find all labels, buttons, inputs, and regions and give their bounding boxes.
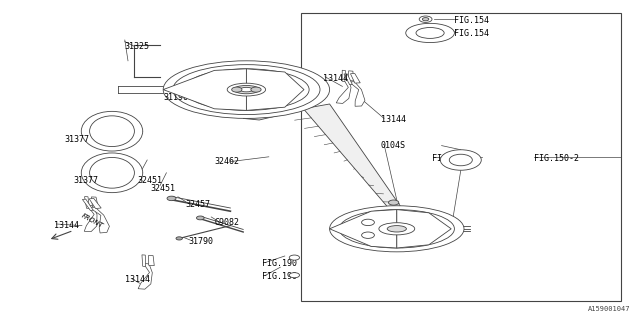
- Ellipse shape: [194, 72, 299, 107]
- Ellipse shape: [440, 150, 481, 170]
- Text: 31325: 31325: [125, 42, 150, 51]
- Ellipse shape: [351, 213, 443, 244]
- Ellipse shape: [449, 154, 472, 166]
- Text: 32451: 32451: [150, 184, 175, 193]
- Polygon shape: [342, 70, 346, 82]
- Circle shape: [289, 255, 300, 260]
- Text: 13144: 13144: [54, 221, 79, 230]
- Polygon shape: [83, 199, 93, 211]
- Polygon shape: [246, 69, 304, 110]
- Text: 13144: 13144: [323, 74, 348, 83]
- Ellipse shape: [205, 76, 288, 103]
- Circle shape: [422, 18, 429, 21]
- Text: FIG.190: FIG.190: [262, 272, 298, 281]
- Polygon shape: [84, 196, 90, 208]
- Text: FIG.150-2: FIG.150-2: [534, 154, 579, 163]
- Circle shape: [232, 87, 242, 92]
- Polygon shape: [84, 205, 97, 232]
- Ellipse shape: [339, 210, 454, 248]
- Polygon shape: [163, 69, 246, 110]
- Text: 0104S: 0104S: [381, 141, 406, 150]
- Polygon shape: [349, 82, 365, 106]
- Circle shape: [176, 237, 182, 240]
- Text: 32462: 32462: [214, 157, 239, 166]
- Polygon shape: [142, 255, 145, 267]
- Text: A159001047: A159001047: [588, 306, 630, 312]
- Text: 32451: 32451: [138, 176, 163, 185]
- Text: FIG.190: FIG.190: [262, 260, 298, 268]
- Ellipse shape: [163, 61, 330, 118]
- Text: 31790: 31790: [189, 237, 214, 246]
- Ellipse shape: [379, 223, 415, 235]
- Circle shape: [362, 232, 374, 238]
- Text: G9082: G9082: [214, 218, 239, 227]
- Ellipse shape: [416, 28, 444, 38]
- Circle shape: [289, 273, 300, 278]
- Polygon shape: [344, 74, 353, 85]
- Text: 31377: 31377: [74, 176, 99, 185]
- Polygon shape: [90, 207, 109, 233]
- Ellipse shape: [81, 111, 143, 151]
- Ellipse shape: [387, 226, 406, 232]
- Polygon shape: [330, 210, 397, 248]
- Ellipse shape: [173, 65, 320, 115]
- Text: FRONT: FRONT: [80, 212, 104, 229]
- Ellipse shape: [234, 85, 259, 94]
- Polygon shape: [351, 74, 360, 83]
- Ellipse shape: [330, 206, 464, 252]
- Text: 31377: 31377: [64, 135, 89, 144]
- Ellipse shape: [240, 87, 253, 92]
- Text: FIG.154: FIG.154: [454, 16, 490, 25]
- Ellipse shape: [90, 116, 134, 147]
- Ellipse shape: [184, 69, 309, 110]
- Polygon shape: [89, 198, 101, 209]
- Circle shape: [388, 200, 399, 205]
- Polygon shape: [148, 255, 154, 266]
- Polygon shape: [348, 71, 353, 81]
- Polygon shape: [397, 210, 451, 248]
- Polygon shape: [138, 263, 152, 289]
- Ellipse shape: [406, 23, 454, 43]
- Circle shape: [196, 216, 204, 220]
- Circle shape: [362, 219, 374, 226]
- Ellipse shape: [90, 157, 134, 188]
- Polygon shape: [92, 197, 99, 207]
- Circle shape: [419, 16, 432, 22]
- Text: 13144: 13144: [381, 116, 406, 124]
- Bar: [301, 13, 621, 301]
- Polygon shape: [243, 104, 403, 210]
- Polygon shape: [336, 79, 351, 103]
- Circle shape: [167, 196, 176, 201]
- Text: FIG.154: FIG.154: [432, 154, 467, 163]
- Text: 31196: 31196: [163, 93, 188, 102]
- Text: FIG.154: FIG.154: [454, 29, 490, 38]
- Circle shape: [251, 87, 261, 92]
- Text: 13144: 13144: [125, 276, 150, 284]
- Ellipse shape: [81, 153, 143, 193]
- Text: 32457: 32457: [186, 200, 211, 209]
- Ellipse shape: [227, 83, 266, 96]
